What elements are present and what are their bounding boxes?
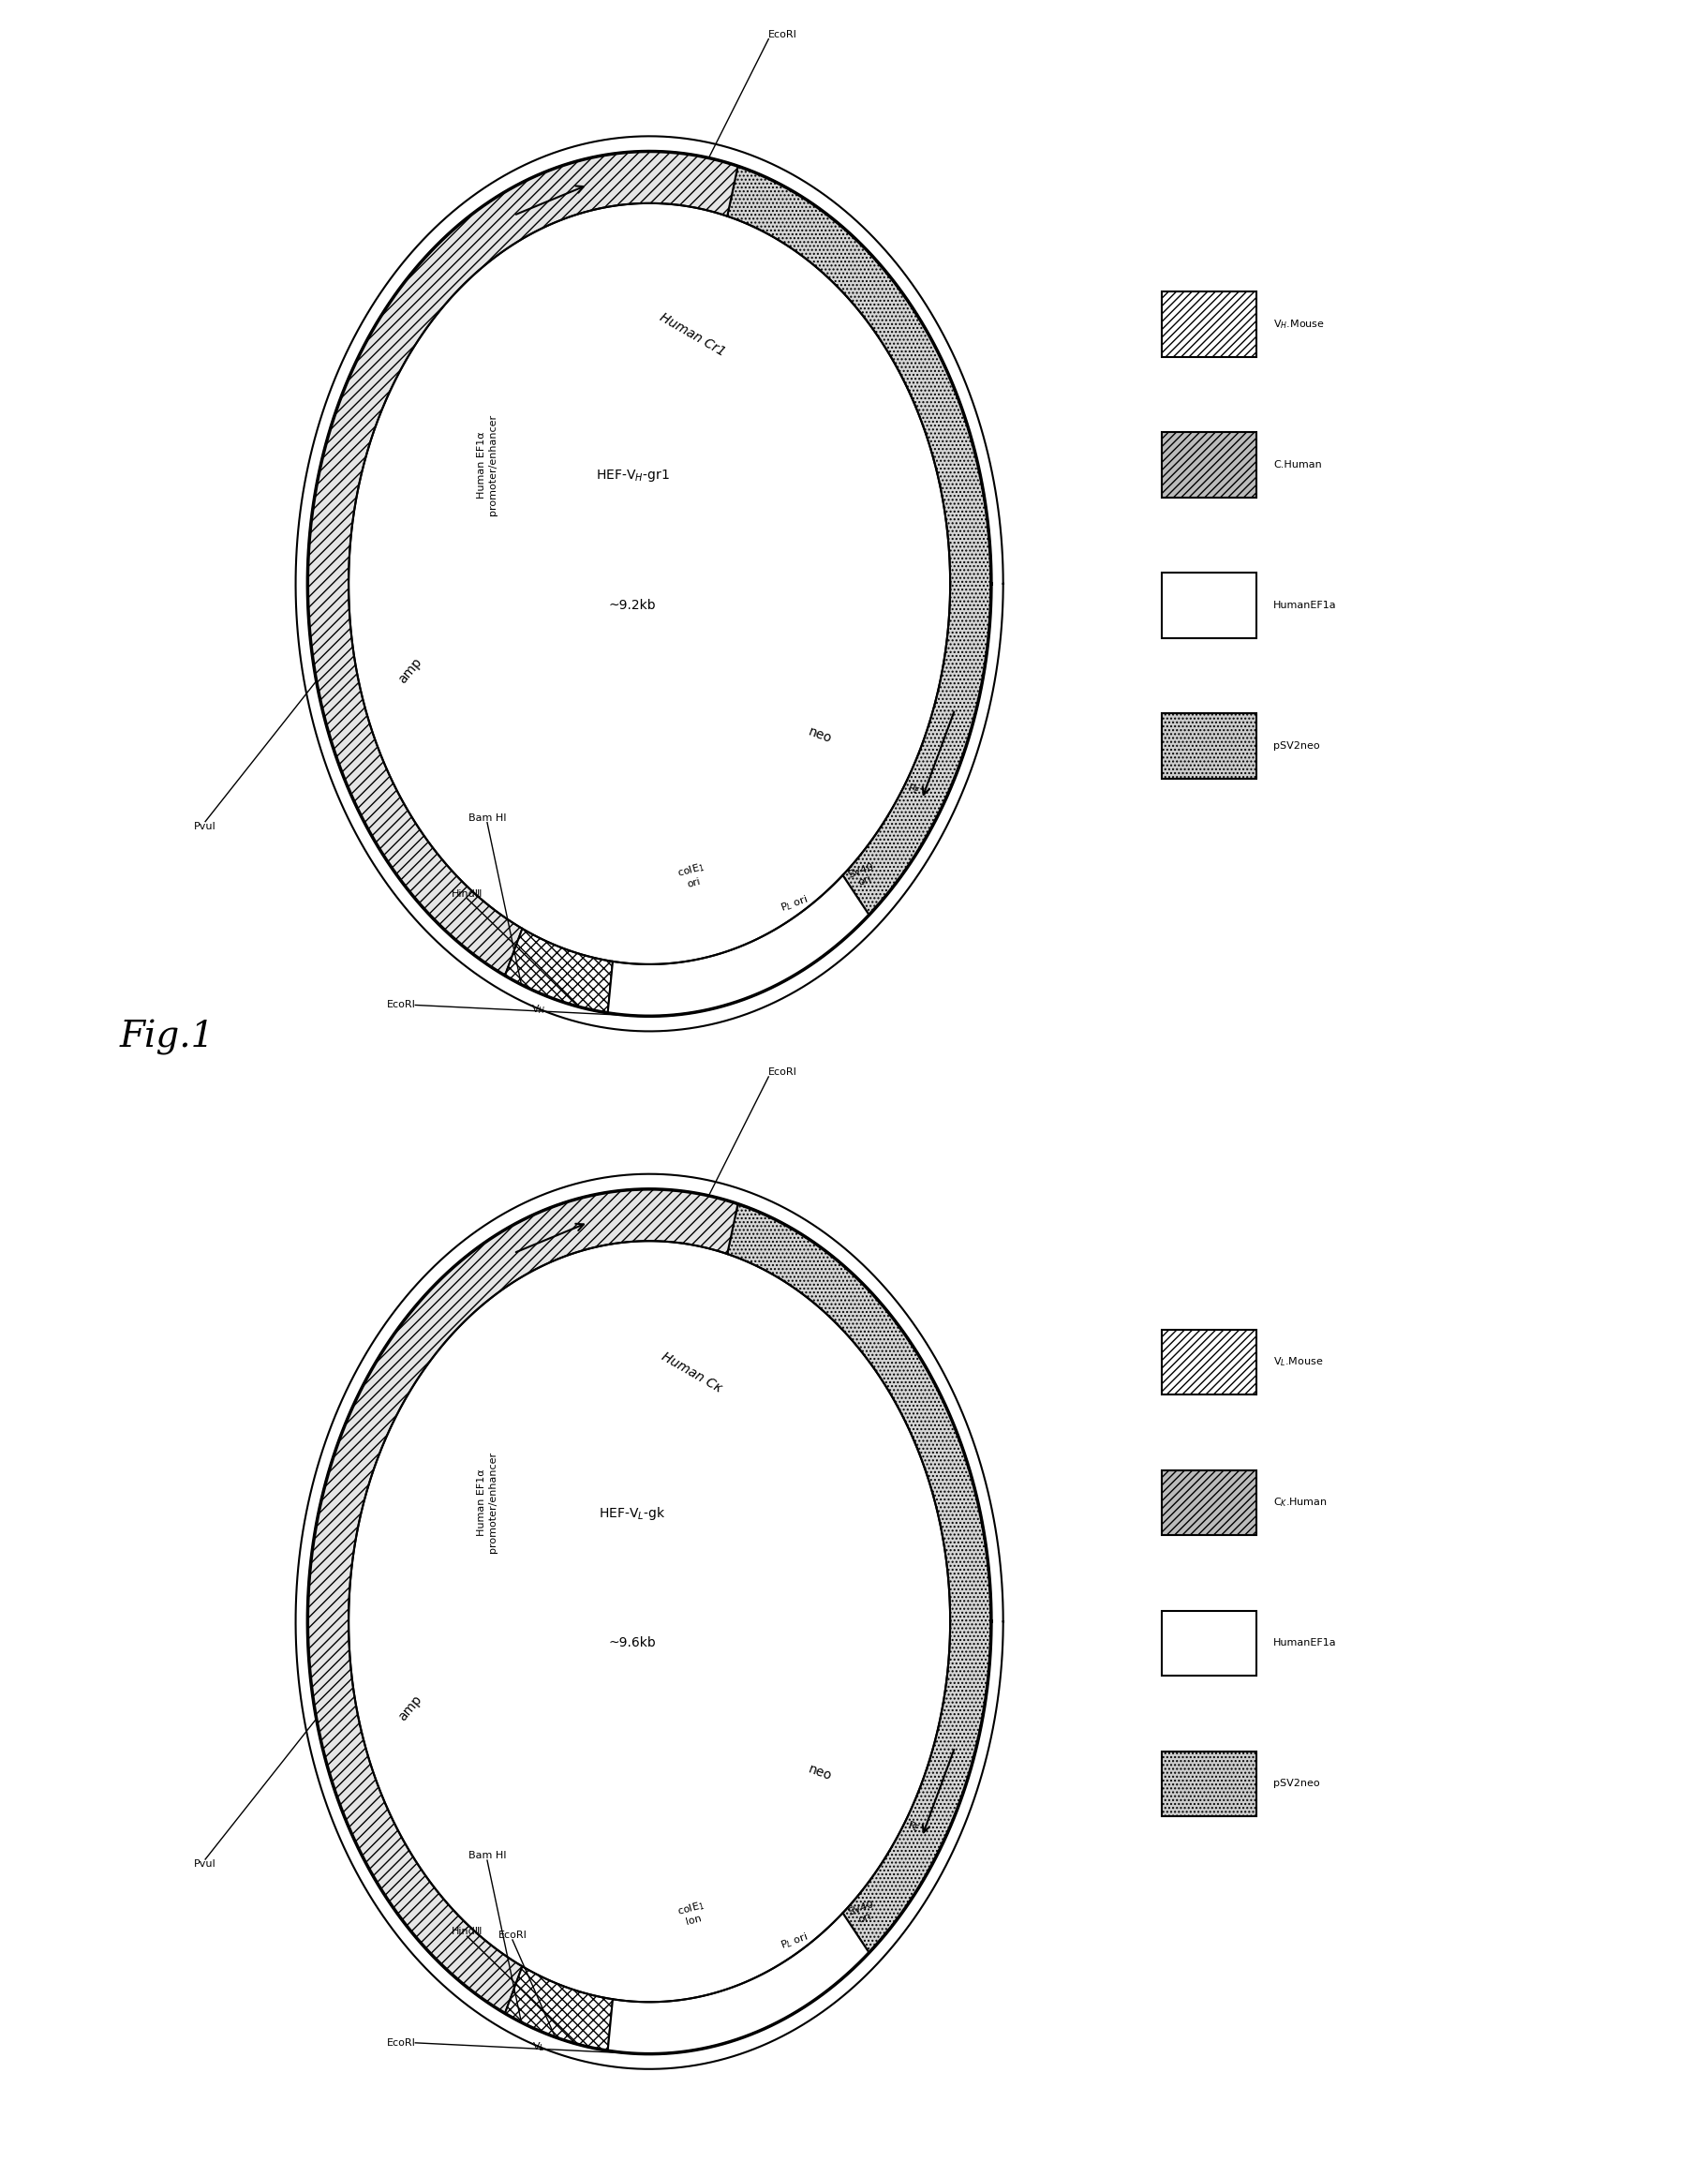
Text: colE$_1$
lon: colE$_1$ lon: [675, 1898, 709, 1929]
Text: EcoRI: EcoRI: [769, 1068, 798, 1077]
Text: PvuI: PvuI: [195, 1859, 217, 1868]
Bar: [1161, 1330, 1255, 1394]
Text: colE$_1$
ori: colE$_1$ ori: [675, 860, 709, 891]
Text: V$_L$: V$_L$: [531, 2041, 545, 2054]
Text: pSV2neo: pSV2neo: [1272, 742, 1319, 750]
Text: SV40
ori: SV40 ori: [847, 860, 878, 891]
Text: ~9.6kb: ~9.6kb: [608, 1637, 656, 1650]
Text: P$_E$: P$_E$: [905, 1818, 922, 1836]
Text: Bam HI: Bam HI: [468, 813, 506, 822]
Text: P$_L$ ori: P$_L$ ori: [779, 1931, 810, 1952]
Text: EcoRI: EcoRI: [386, 1001, 415, 1010]
Text: Fig.1: Fig.1: [120, 1020, 215, 1055]
Polygon shape: [608, 1913, 869, 2054]
Polygon shape: [728, 166, 991, 915]
Text: Human EF1α
promoter/enhancer: Human EF1α promoter/enhancer: [477, 415, 497, 515]
Bar: [1161, 1751, 1255, 1816]
Text: C$_K$.Human: C$_K$.Human: [1272, 1496, 1327, 1509]
Text: amp: amp: [396, 1693, 424, 1723]
Text: HindⅢ: HindⅢ: [451, 889, 483, 899]
Text: HindⅢ: HindⅢ: [451, 1926, 483, 1937]
Text: C.Human: C.Human: [1272, 461, 1320, 469]
Text: EcoRI: EcoRI: [769, 30, 798, 39]
Polygon shape: [307, 151, 738, 975]
Bar: [1161, 1611, 1255, 1676]
Text: EcoRI: EcoRI: [386, 2039, 415, 2047]
Polygon shape: [504, 1967, 613, 2052]
Text: neo: neo: [806, 724, 834, 746]
Text: HEF-V$_L$-gk: HEF-V$_L$-gk: [598, 1505, 666, 1522]
Text: P$_E$: P$_E$: [905, 780, 922, 798]
Text: P$_L$ ori: P$_L$ ori: [779, 893, 810, 915]
Polygon shape: [728, 1204, 991, 1952]
Bar: [1161, 1470, 1255, 1535]
Text: SV40
ori: SV40 ori: [847, 1898, 878, 1929]
Text: V$_H$: V$_H$: [531, 1003, 545, 1016]
Text: Human EF1α
promoter/enhancer: Human EF1α promoter/enhancer: [477, 1453, 497, 1552]
Text: HEF-V$_H$-gr1: HEF-V$_H$-gr1: [594, 467, 670, 484]
Text: Human Cr1: Human Cr1: [656, 311, 728, 359]
Text: amp: amp: [396, 655, 424, 685]
Text: neo: neo: [806, 1762, 834, 1784]
Text: HumanEF1a: HumanEF1a: [1272, 601, 1336, 610]
Text: ~9.2kb: ~9.2kb: [608, 599, 656, 612]
Bar: [1161, 573, 1255, 638]
Text: V$_H$.Mouse: V$_H$.Mouse: [1272, 318, 1324, 331]
Text: HumanEF1a: HumanEF1a: [1272, 1639, 1336, 1647]
Bar: [1161, 713, 1255, 778]
Bar: [1161, 292, 1255, 357]
Polygon shape: [608, 876, 869, 1016]
Text: EcoRI: EcoRI: [497, 1931, 526, 1939]
Polygon shape: [307, 1189, 738, 2013]
Text: V$_L$.Mouse: V$_L$.Mouse: [1272, 1356, 1322, 1369]
Text: Bam HI: Bam HI: [468, 1851, 506, 1859]
Bar: [1161, 432, 1255, 497]
Polygon shape: [504, 930, 613, 1014]
Text: PvuI: PvuI: [195, 822, 217, 830]
Text: Human Cκ: Human Cκ: [659, 1351, 724, 1394]
Text: pSV2neo: pSV2neo: [1272, 1779, 1319, 1788]
